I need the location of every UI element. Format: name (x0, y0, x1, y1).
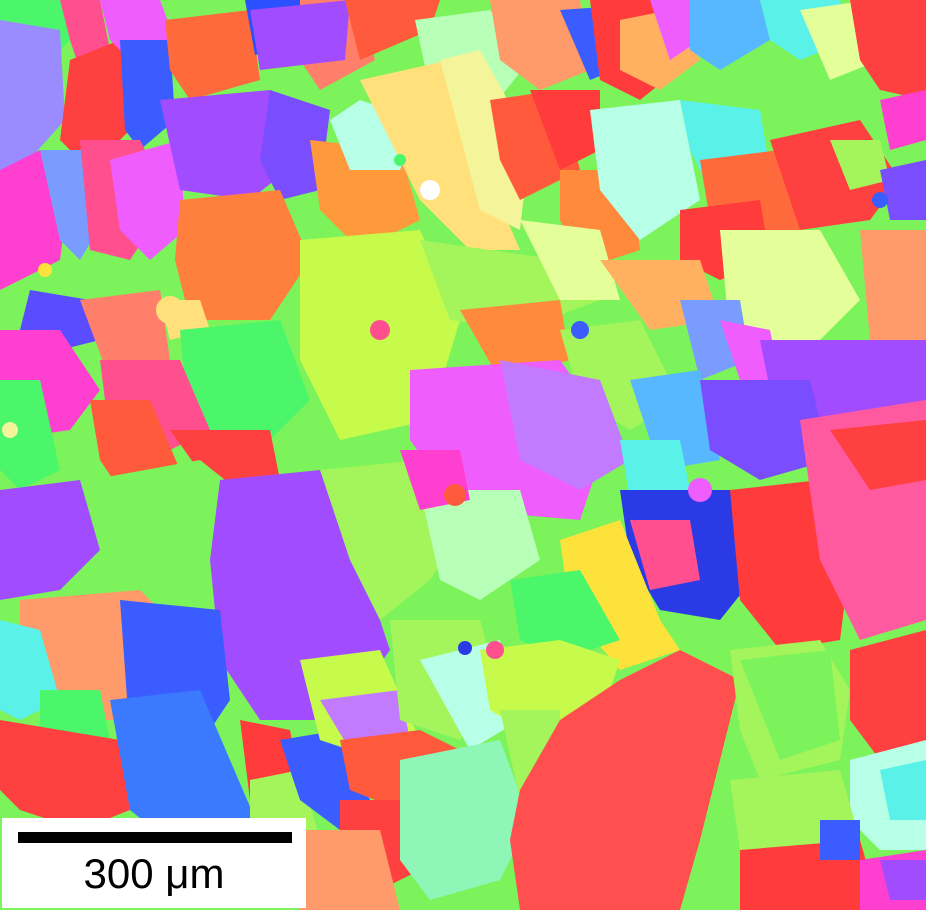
grain (90, 400, 180, 490)
grain-speck (420, 180, 440, 200)
grain (620, 440, 690, 500)
grain-speck (394, 154, 406, 166)
grain (490, 0, 590, 90)
grain (60, 40, 130, 170)
grain (440, 50, 530, 230)
grain (880, 860, 926, 900)
grain-speck (444, 484, 466, 506)
grain-speck (458, 641, 472, 655)
grain (830, 420, 926, 490)
grain-speck (156, 296, 184, 324)
grain (510, 570, 620, 660)
grain (120, 40, 175, 150)
grain (0, 20, 65, 170)
grain (160, 90, 300, 200)
grain (820, 820, 860, 860)
grain (590, 100, 700, 240)
grain-speck (688, 478, 712, 502)
grain (680, 300, 750, 380)
grain-speck (486, 641, 504, 659)
grain (690, 0, 770, 70)
grain (510, 650, 740, 910)
scale-bar (18, 832, 292, 843)
grain (165, 10, 260, 100)
scale-bar-label: 300 μm (83, 850, 225, 897)
grain (90, 460, 250, 580)
grain (650, 0, 700, 60)
grain (830, 140, 890, 190)
grain-speck (571, 321, 589, 339)
grain (880, 160, 926, 220)
grain (860, 230, 926, 350)
grain-speck (872, 192, 888, 208)
grain (0, 480, 100, 600)
grain (880, 90, 926, 150)
grain (260, 90, 330, 200)
grain-speck (38, 263, 52, 277)
grain (110, 140, 185, 260)
grain (300, 830, 400, 910)
grain-speck (370, 320, 390, 340)
grain (0, 720, 130, 830)
grain (180, 320, 310, 460)
grain (80, 290, 170, 380)
grain (345, 0, 440, 60)
grain (400, 740, 530, 900)
grain (250, 0, 350, 70)
grain-speck (2, 422, 18, 438)
grain (850, 630, 926, 760)
grain (500, 360, 630, 490)
grain (850, 0, 926, 100)
grain (530, 90, 600, 170)
grain (880, 760, 926, 820)
grain (740, 650, 840, 760)
grain (630, 520, 700, 590)
grain (420, 490, 540, 600)
grain (0, 380, 60, 490)
scale-bar-panel: 300 μm (2, 818, 306, 908)
grain (175, 190, 310, 320)
grain (520, 220, 620, 300)
grain (700, 380, 830, 480)
grain (460, 300, 570, 380)
grain (110, 690, 260, 850)
